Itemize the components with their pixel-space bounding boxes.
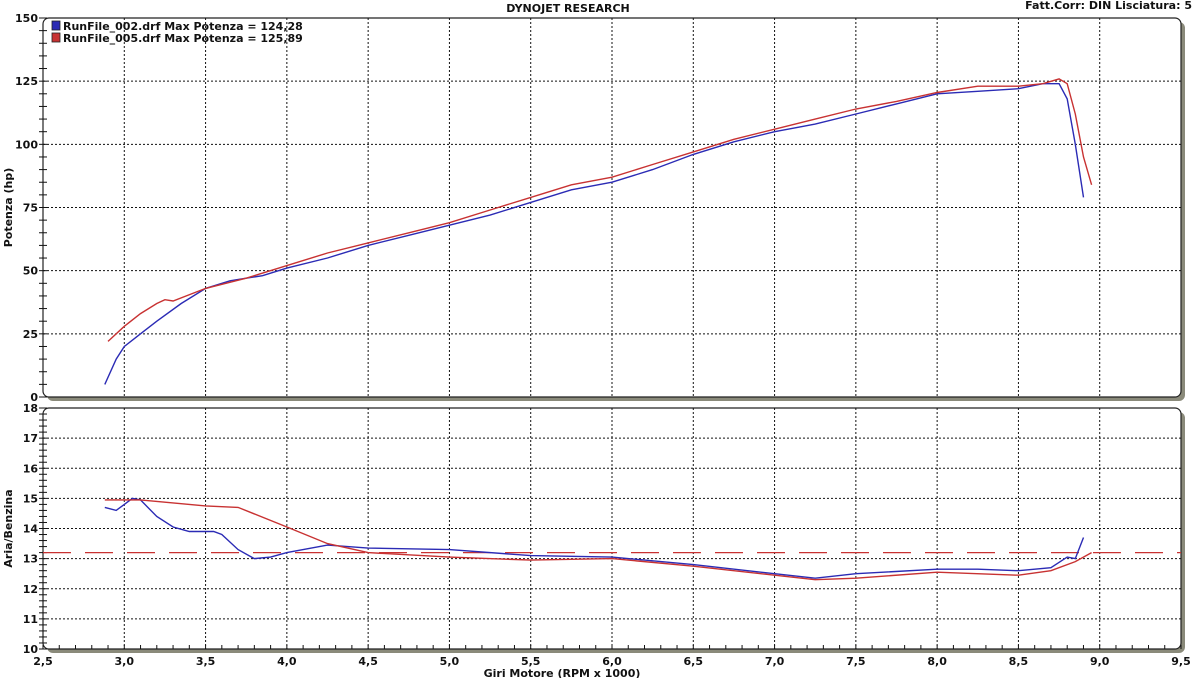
y-tick-label: 75 (23, 202, 38, 215)
y-tick-label: 15 (23, 492, 38, 505)
legend-swatch (51, 32, 61, 43)
series-line-1 (104, 497, 1085, 579)
y-axis-label: Aria/Benzina (2, 489, 15, 567)
y-tick-label: 100 (15, 138, 38, 151)
y-tick-label: 11 (23, 613, 38, 626)
y-tick-label: 125 (15, 75, 38, 88)
x-tick-label: 9,0 (1090, 655, 1110, 668)
x-tick-label: 3,0 (115, 655, 135, 668)
chart-title: DYNOJET RESEARCH (506, 2, 629, 15)
x-tick-label: 4,5 (358, 655, 378, 668)
x-tick-label: 7,5 (846, 655, 866, 668)
x-tick-label: 8,5 (1009, 655, 1029, 668)
x-tick-label: 9,5 (1171, 655, 1191, 668)
x-tick-label: 4,0 (277, 655, 297, 668)
series-line-1 (104, 83, 1085, 385)
x-tick-label: 5,5 (521, 655, 541, 668)
y-tick-label: 17 (23, 432, 38, 445)
y-tick-label: 12 (23, 583, 38, 596)
series-line-2 (107, 78, 1093, 342)
y-tick-label: 50 (23, 265, 39, 278)
x-tick-label: 6,0 (602, 655, 622, 668)
x-tick-label: 7,0 (765, 655, 785, 668)
x-axis-label: Giri Motore (RPM x 1000) (484, 667, 641, 678)
legend-swatch (51, 20, 61, 31)
y-tick-label: 16 (23, 462, 39, 475)
y-axis-label: Potenza (hp) (2, 168, 15, 248)
y-tick-label: 10 (23, 643, 39, 656)
y-tick-label: 25 (23, 328, 38, 341)
y-tick-label: 14 (23, 523, 39, 536)
x-tick-label: 2,5 (33, 655, 53, 668)
y-tick-label: 150 (15, 12, 38, 25)
x-tick-label: 6,5 (684, 655, 704, 668)
x-tick-label: 8,0 (927, 655, 947, 668)
correction-info: Fatt.Corr: DIN Lisciatura: 5 (1025, 0, 1192, 12)
legend-entry: RunFile_002.drf Max Potenza = 124,28 (63, 20, 303, 33)
legend-entry: RunFile_005.drf Max Potenza = 125,89 (63, 32, 303, 45)
x-tick-label: 3,5 (196, 655, 216, 668)
x-tick-label: 5,0 (440, 655, 460, 668)
y-tick-label: 18 (23, 402, 38, 415)
y-tick-label: 13 (23, 553, 38, 566)
series-line-2 (104, 499, 1092, 581)
y-tick-label: 0 (30, 391, 38, 404)
